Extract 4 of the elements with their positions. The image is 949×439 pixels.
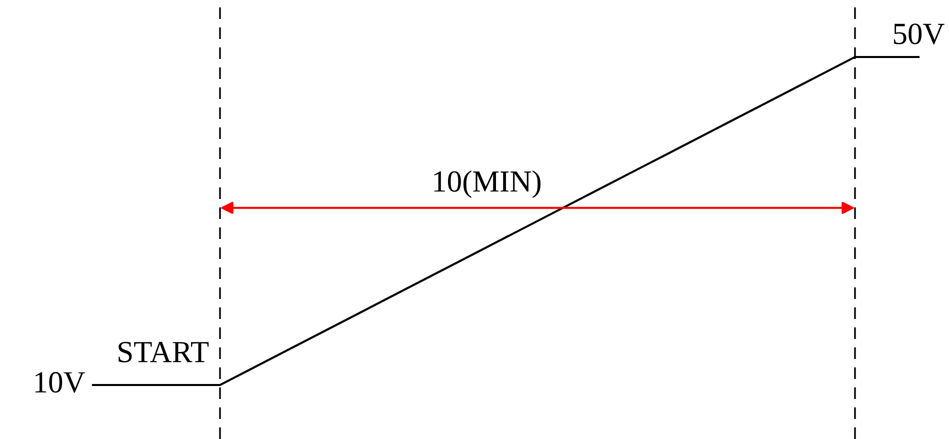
data-label: 50V — [894, 24, 944, 44]
annotation: START — [118, 342, 209, 362]
annotation: 10(MIN) — [434, 170, 541, 198]
data-label: 10V — [35, 372, 86, 393]
